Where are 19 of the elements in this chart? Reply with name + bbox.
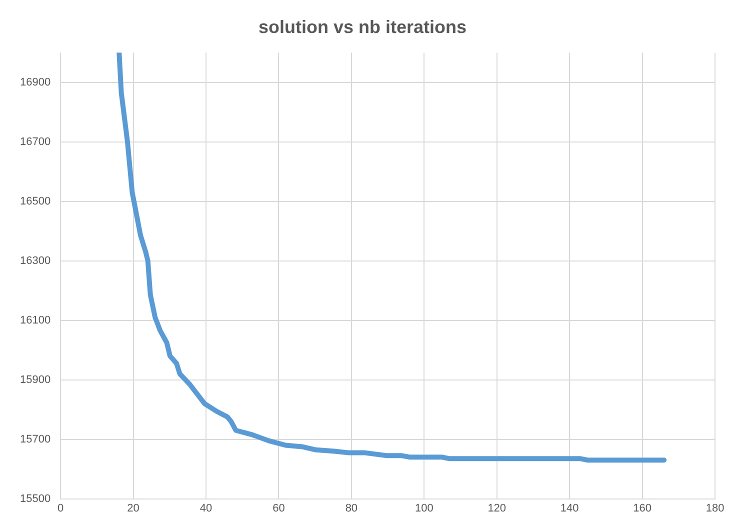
x-tick-label: 80 <box>345 502 358 514</box>
y-tick-label: 15700 <box>20 433 51 446</box>
x-tick-label: 120 <box>488 502 506 514</box>
y-tick-label: 16100 <box>20 314 51 326</box>
y-tick-label: 15500 <box>20 492 51 505</box>
y-tick-label: 16700 <box>20 136 51 148</box>
x-tick-label: 60 <box>272 502 285 514</box>
x-tick-label: 20 <box>127 502 140 514</box>
y-tick-label: 16900 <box>20 76 51 88</box>
x-tick-label: 180 <box>706 502 724 514</box>
y-tick-label: 16500 <box>20 195 51 208</box>
x-tick-label: 160 <box>633 502 652 514</box>
y-tick-label: 16300 <box>20 254 51 267</box>
x-tick-label: 40 <box>200 502 212 514</box>
x-tick-label: 140 <box>560 502 579 514</box>
x-tick-label: 100 <box>414 502 434 514</box>
chart-title: solution vs nb iterations <box>258 16 467 37</box>
x-tick-label: 0 <box>58 502 64 514</box>
y-tick-label: 15900 <box>20 374 51 386</box>
